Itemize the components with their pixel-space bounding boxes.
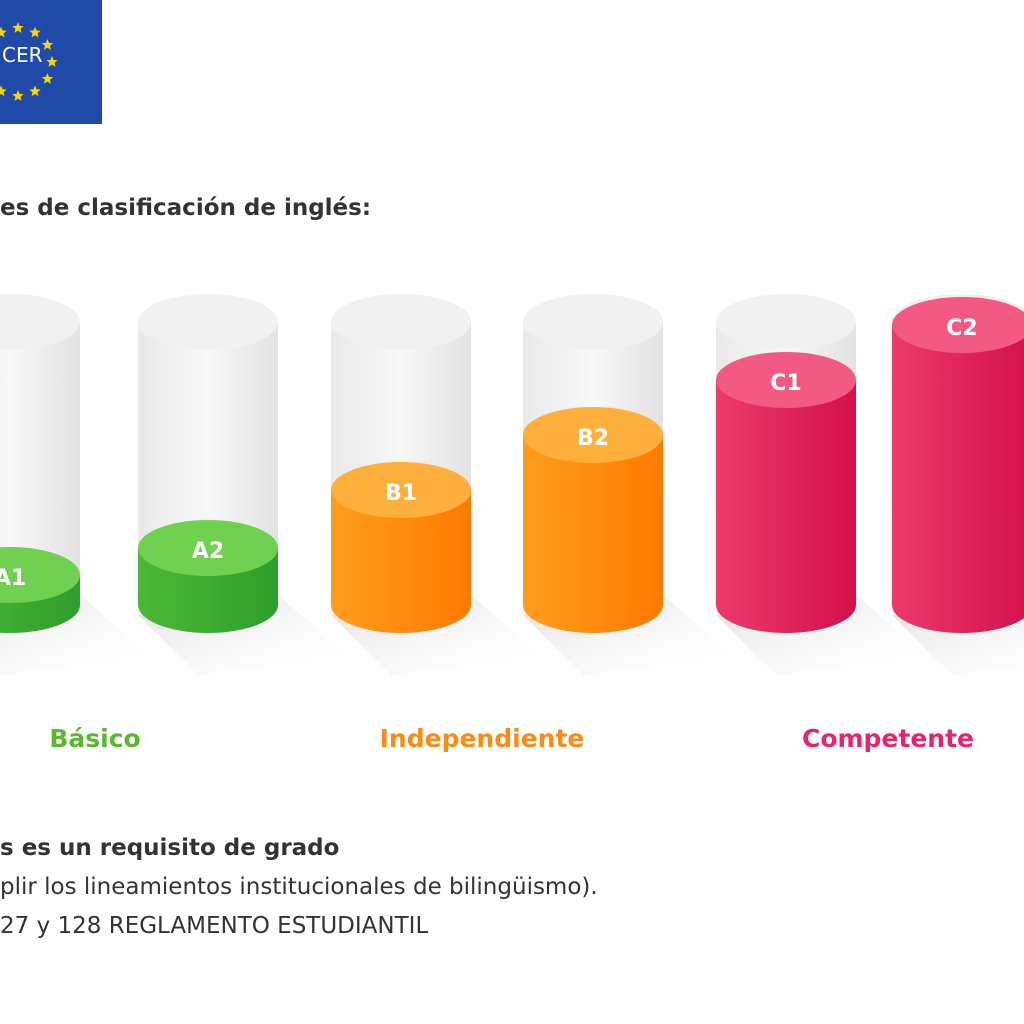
star (29, 85, 41, 97)
fill-top (331, 462, 471, 518)
star (0, 26, 7, 38)
group-label: Independiente (380, 724, 585, 753)
star (29, 26, 41, 38)
footer-line: 27 y 128 REGLAMENTO ESTUDIANTIL (0, 913, 428, 939)
level-label: A1 (0, 566, 26, 591)
level-label: B1 (385, 481, 417, 506)
tube-top (523, 294, 663, 350)
star (0, 85, 7, 97)
group-label: Competente (802, 724, 974, 753)
footer-line: s es un requisito de grado (0, 835, 339, 861)
footer-line: plir los lineamientos institucionales de… (0, 874, 598, 900)
star (41, 39, 54, 50)
level-label: A2 (192, 539, 224, 564)
title: es de clasificación de inglés: (0, 195, 371, 221)
level-label: C2 (946, 316, 977, 341)
star (41, 73, 54, 84)
fill-body (523, 435, 663, 605)
fill-top (0, 547, 80, 603)
group-label: Básico (49, 724, 140, 753)
fill-top (138, 520, 278, 576)
star (12, 90, 24, 101)
tube-top (716, 294, 856, 350)
fill-top (716, 352, 856, 408)
fill-body (716, 380, 856, 605)
cylinders: A1 A2 B1 B2 C1 C2 (0, 294, 1024, 675)
level-label: B2 (577, 426, 609, 451)
fill-body (892, 325, 1024, 605)
star (46, 56, 58, 67)
stars (0, 22, 58, 101)
fill-top (523, 407, 663, 463)
tube-top (138, 294, 278, 350)
star (12, 22, 24, 33)
tube-top (331, 294, 471, 350)
tube-top (0, 294, 80, 350)
logo-text: CER (2, 43, 43, 67)
fill-top (892, 297, 1024, 353)
level-label: C1 (770, 371, 801, 396)
